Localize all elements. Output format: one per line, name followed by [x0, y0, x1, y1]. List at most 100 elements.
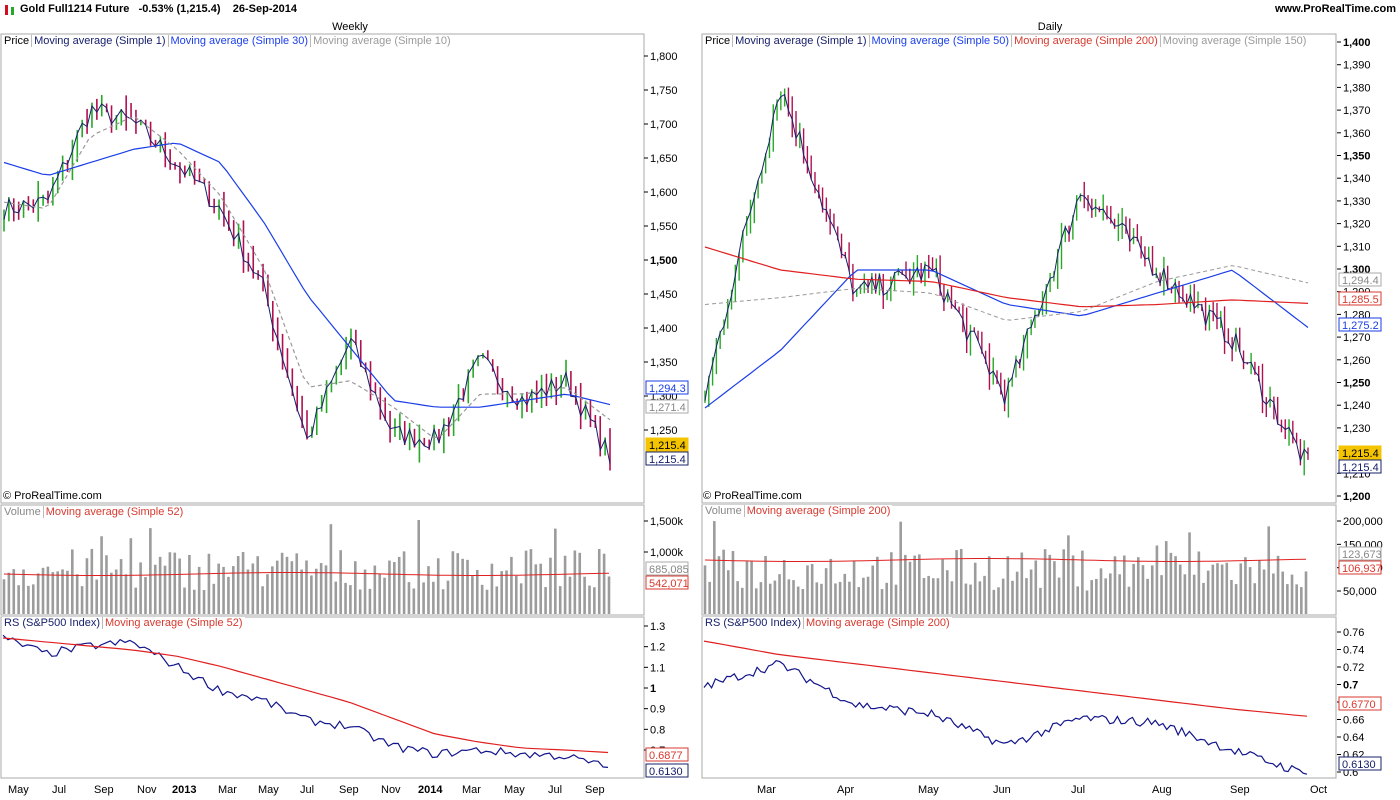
daily-volume-bar: [722, 549, 725, 614]
weekly-volume-bar: [124, 574, 128, 614]
weekly-x-label: Sep: [585, 784, 605, 796]
daily-rs-y-tick-label: 0.66: [1343, 715, 1364, 727]
weekly-volume-bar: [31, 584, 35, 614]
legend-ma1[interactable]: Moving average (Simple 1): [32, 35, 169, 47]
weekly-volume-badge: [645, 561, 689, 576]
daily-volume-bar: [731, 551, 735, 614]
daily-x-label: Jun: [993, 784, 1011, 796]
legend-ma10[interactable]: Moving average (Simple 10): [313, 35, 451, 47]
daily-volume-bar: [726, 570, 730, 614]
daily-volume-bar: [708, 581, 711, 614]
legend-ma50[interactable]: Moving average (Simple 50): [869, 35, 1013, 47]
panel-frame: [0, 616, 645, 779]
daily-ma200-badge: [1338, 291, 1382, 306]
legend-rs-ma[interactable]: Moving average (Simple 52): [105, 617, 243, 629]
daily-price-y-tick-label: 1,230: [1343, 423, 1371, 435]
daily-volume-bar: [713, 521, 716, 614]
daily-volume-bar: [1146, 578, 1149, 614]
weekly-x-label: Jul: [548, 784, 563, 796]
weekly-x-label: Sep: [339, 784, 359, 796]
daily-volume-bar: [796, 586, 800, 614]
daily-volume-bar: [1244, 557, 1247, 614]
weekly-volume-bar: [85, 558, 89, 614]
daily-price-y-tick-label: 1,260: [1343, 355, 1371, 367]
price-change: -0.53% (1,215.4): [138, 3, 221, 15]
weekly-volume-bar: [607, 576, 611, 614]
weekly-volume-bar: [344, 582, 347, 614]
weekly-volume-bar: [119, 559, 123, 614]
daily-volume-bar: [806, 565, 809, 614]
weekly-volume-bar: [178, 558, 181, 614]
weekly-ma30-badge: [645, 380, 689, 395]
daily-price-y-tick-label: 1,200: [1343, 491, 1371, 503]
legend-ma30[interactable]: Moving average (Simple 30): [168, 35, 312, 47]
weekly-volume-bar: [539, 563, 542, 614]
daily-volume-bar: [736, 581, 739, 614]
daily-volume-bar: [1286, 584, 1289, 614]
weekly-volume-bar: [207, 553, 211, 614]
weekly-volume-bar: [495, 586, 499, 614]
daily-price-y-tick-label: 1,380: [1343, 82, 1371, 94]
daily-volume-bar: [1085, 590, 1089, 614]
weekly-volume-bar: [256, 556, 260, 614]
daily-volume-bar: [1188, 532, 1191, 614]
daily-rs-ma-badge: [1338, 696, 1382, 711]
daily-volume-bar: [1062, 549, 1066, 614]
daily-volume-bar: [843, 573, 847, 614]
daily-rs-y-tick-label: 0.72: [1343, 662, 1364, 674]
weekly-volume-bar: [51, 572, 55, 614]
weekly-volume-bar: [441, 589, 445, 614]
weekly-x-label: Nov: [137, 784, 157, 796]
weekly-volume-bar: [593, 587, 596, 614]
weekly-volume-bar: [514, 575, 518, 614]
daily-volume-y-tick-label: 50,000: [1343, 586, 1377, 598]
weekly-ma1-badge-text: 1,215.4: [649, 454, 686, 466]
daily-volume-bar: [1192, 574, 1196, 614]
daily-volume-bar: [820, 583, 823, 614]
legend-rs: RS (S&P500 Index): [703, 617, 804, 629]
legend-volume-ma[interactable]: Moving average (Simple 52): [45, 506, 184, 518]
daily-volume-bar: [792, 580, 795, 614]
weekly-volume-bar: [558, 586, 562, 614]
weekly-volume-bar: [114, 569, 118, 614]
daily-volume-bar: [862, 577, 865, 614]
daily-volume-bar: [1127, 586, 1131, 614]
daily-volume-badge: [1338, 546, 1382, 561]
weekly-volume-bar: [202, 590, 206, 614]
weekly-volume-bar: [417, 520, 421, 614]
legend-ma200[interactable]: Moving average (Simple 200): [1012, 35, 1161, 47]
daily-price-chart[interactable]: [704, 87, 1309, 476]
weekly-volume-bar: [61, 569, 64, 614]
daily-price-y-tick-label: 1,400: [1343, 37, 1371, 49]
weekly-volume-bar: [7, 572, 11, 614]
daily-rs-y-tick-label: 0.64: [1343, 732, 1364, 744]
weekly-x-label: 2013: [172, 784, 197, 796]
legend-volume-ma[interactable]: Moving average (Simple 200): [746, 505, 891, 517]
legend-ma1[interactable]: Moving average (Simple 1): [733, 35, 870, 47]
weekly-volume-bar: [183, 587, 186, 614]
daily-x-label: Oct: [1310, 784, 1328, 796]
daily-volume-bar: [1029, 569, 1033, 614]
daily-volume-y-tick-label: 200,000: [1343, 516, 1383, 528]
legend-rs-ma[interactable]: Moving average (Simple 200): [806, 617, 950, 629]
daily-volume-ma-badge-text: 106,937: [1342, 563, 1382, 575]
daily-volume-bar: [1123, 555, 1126, 614]
daily-price-legend: Price Moving average (Simple 1) Moving ave…: [703, 35, 1309, 48]
legend-ma150[interactable]: Moving average (Simple 150): [1162, 35, 1307, 47]
legend-volume: Volume: [703, 505, 745, 517]
weekly-volume-bar: [412, 588, 416, 614]
weekly-rs-y-tick-label: 1: [650, 683, 656, 695]
weekly-volume-y-tick-label: 1,500k: [650, 516, 684, 528]
weekly-volume-bar: [446, 580, 450, 614]
weekly-volume-bar: [407, 582, 411, 614]
daily-price-y-tick-label: 1,310: [1343, 241, 1371, 253]
weekly-volume-bar: [554, 528, 557, 614]
panel-frame: [701, 616, 1337, 779]
daily-volume-bar: [1001, 578, 1005, 614]
daily-x-label: Mar: [757, 784, 776, 796]
site-link[interactable]: www.ProRealTime.com: [1274, 3, 1396, 15]
daily-volume-bar: [1295, 584, 1298, 614]
weekly-price-chart[interactable]: [3, 95, 611, 471]
weekly-volume-bar: [378, 573, 381, 614]
